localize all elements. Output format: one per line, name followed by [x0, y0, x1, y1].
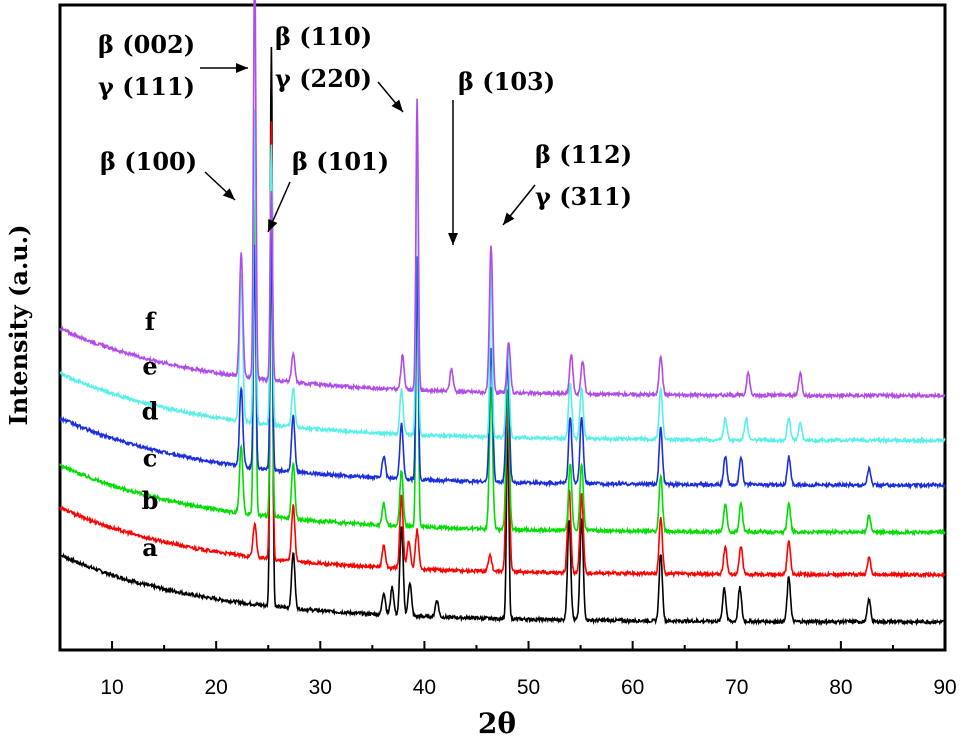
peak-annotation-text: β (002) [98, 30, 195, 59]
series-line-f [59, 0, 946, 401]
x-tick-label: 10 [100, 676, 123, 699]
peak-annotation: β (110) γ (220) [275, 22, 404, 113]
annotation-arrow-head [236, 63, 248, 73]
curves-group [59, 0, 946, 627]
x-tick-label: 30 [309, 676, 332, 699]
series-label-d: d [142, 396, 159, 425]
annotation-arrow-head [222, 188, 235, 200]
x-tick-label: 20 [204, 676, 227, 699]
series-label-a: a [142, 533, 158, 562]
peak-annotation-text: γ (311) [535, 182, 632, 211]
peak-annotation-text: γ (220) [275, 64, 372, 93]
x-tick-label: 40 [413, 676, 436, 699]
series-line-e [59, 109, 946, 445]
peak-annotation-text: β (110) [275, 22, 372, 51]
x-tick-label: 50 [517, 676, 540, 699]
annotations-group: β (002) γ (111) β (110) γ (220) β (103) β (10… [98, 22, 632, 245]
series-label-b: b [142, 486, 159, 515]
y-axis-title: Intensity (a.u.) [4, 225, 33, 426]
series-line-a [59, 46, 945, 627]
series-line-b [59, 121, 946, 579]
peak-annotation-text: β (112) [535, 140, 632, 169]
peak-annotation: β (112) γ (311) [502, 140, 632, 226]
series-line-d [59, 232, 946, 490]
series-label-e: e [142, 352, 157, 381]
series-line-c [59, 199, 946, 537]
peak-annotation-text: γ (111) [98, 72, 195, 101]
series-label-c: c [143, 443, 158, 472]
peak-annotation: β (101) [267, 147, 389, 233]
annotation-arrow-head [268, 219, 278, 232]
x-ticks-group: 10 20 30 40 50 60 70 80 90 [59, 641, 957, 699]
peak-annotation: β (103) [448, 67, 555, 245]
peak-annotation: β (100) [100, 147, 236, 201]
x-tick-label: 80 [829, 676, 852, 699]
x-tick-label: 90 [933, 676, 956, 699]
annotation-arrow-head [503, 212, 515, 225]
peak-annotation-text: β (100) [100, 147, 197, 176]
peak-annotation-text: β (101) [292, 147, 389, 176]
annotation-arrow-head [391, 99, 403, 112]
x-axis-title: 2θ [478, 707, 516, 740]
plot-frame [58, 3, 947, 652]
series-label-f: f [145, 307, 157, 336]
annotation-arrow-head [448, 233, 458, 245]
peak-annotation-text: β (103) [458, 67, 555, 96]
peak-annotation: β (002) γ (111) [98, 30, 248, 101]
x-tick-label: 60 [621, 676, 644, 699]
x-tick-label: 70 [725, 676, 748, 699]
